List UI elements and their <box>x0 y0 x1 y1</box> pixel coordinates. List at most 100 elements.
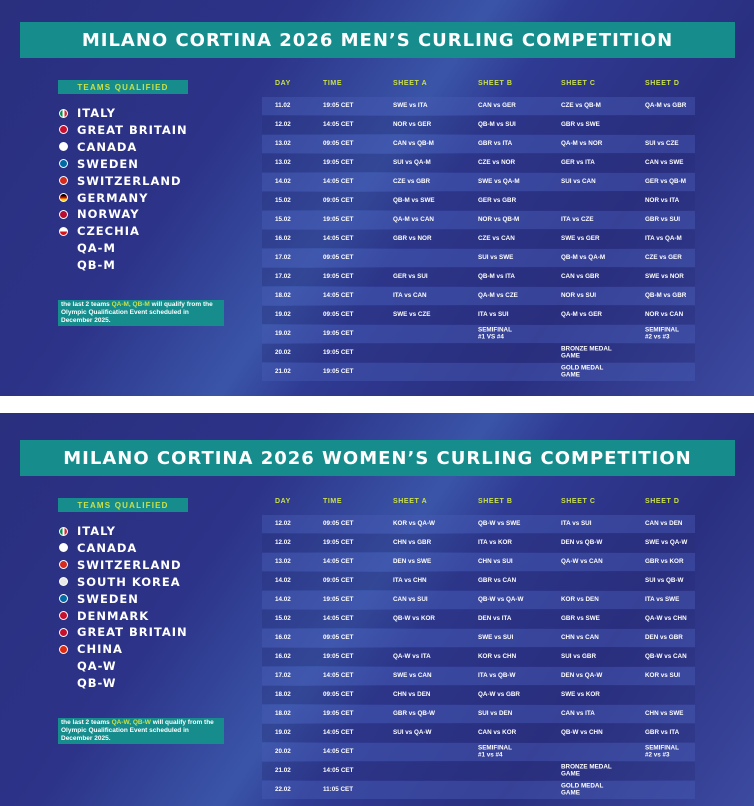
match: SEMIFINAL #1 VS #4 <box>478 326 512 340</box>
schedule-row: 16.02 14:05 CET GBR vs NOR CZE vs CAN SWE vs… <box>262 230 695 248</box>
match: CAN vs GER <box>478 101 516 109</box>
schedule-row: 14.02 19:05 CET CAN vs SUI QB-W vs QA-W KOR … <box>262 591 695 609</box>
match: CZE vs GER <box>645 253 682 261</box>
match: ITA vs QB-W <box>478 671 516 679</box>
time: 09:05 CET <box>323 196 354 204</box>
schedule-row: 19.02 14:05 CET SUI vs QA-W CAN vs KOR QB-W … <box>262 724 695 742</box>
time: 14:05 CET <box>323 234 354 242</box>
flag-icon <box>59 644 68 654</box>
day: 16.02 <box>275 652 291 660</box>
team-name: SWITZERLAND <box>77 173 182 188</box>
women-panel: MILANO CORTINA 2026 WOMEN’S CURLING COMP… <box>0 413 754 806</box>
day: 13.02 <box>275 557 291 565</box>
match: SWE vs ITA <box>393 101 428 109</box>
match: GBR vs QB-W <box>393 709 435 717</box>
match: QB-M vs ITA <box>478 272 515 280</box>
match: GBR vs KOR <box>645 557 684 565</box>
time: 19:05 CET <box>323 652 354 660</box>
team-name: QA-M <box>77 241 116 256</box>
match: KOR vs SUI <box>645 671 680 679</box>
match: GER vs ITA <box>561 158 595 166</box>
match: CHN vs SWE <box>645 709 684 717</box>
column-header: SHEET A <box>393 80 428 87</box>
match: CZE vs NOR <box>478 158 516 166</box>
time: 09:05 CET <box>323 576 354 584</box>
time: 09:05 CET <box>323 633 354 641</box>
time: 14:05 CET <box>323 614 354 622</box>
match: ITA vs SUI <box>561 519 592 527</box>
match: QA-M vs CZE <box>478 291 518 299</box>
time: 11:05 CET <box>323 785 354 793</box>
match: GER vs SUI <box>393 272 428 280</box>
match: SWE vs KOR <box>561 690 600 698</box>
flag-icon <box>59 125 68 135</box>
match: QA-M vs NOR <box>561 139 603 147</box>
match: DEN vs QA-W <box>561 671 603 679</box>
time: 09:05 CET <box>323 519 354 527</box>
column-header: SHEET C <box>561 80 596 87</box>
match: QA-W vs CHN <box>645 614 687 622</box>
team-name: ITALY <box>77 524 116 538</box>
column-header: SHEET B <box>478 498 513 505</box>
team-name: ITALY <box>77 106 116 120</box>
schedule-row: 21.02 14:05 CET BRONZE MEDAL GAME <box>262 762 695 780</box>
column-header: DAY <box>275 80 291 87</box>
schedule-row: 21.02 19:05 CET GOLD MEDAL GAME <box>262 363 695 381</box>
day: 18.02 <box>275 690 291 698</box>
day: 12.02 <box>275 519 291 527</box>
flag-icon <box>59 627 68 637</box>
time: 19:05 CET <box>323 367 354 375</box>
teams-label: TEAMS QUALIFIED <box>58 80 188 94</box>
flag-icon <box>59 543 68 553</box>
match: SEMIFINAL #2 vs #3 <box>645 744 679 758</box>
schedule-row: 20.02 19:05 CET BRONZE MEDAL GAME <box>262 344 695 362</box>
match: DEN vs GBR <box>645 633 683 641</box>
flag-icon <box>59 209 68 219</box>
schedule-row: 19.02 19:05 CET SEMIFINAL #1 VS #4 SEMIFINA… <box>262 325 695 343</box>
day: 12.02 <box>275 538 291 546</box>
match: ITA vs CHN <box>393 576 427 584</box>
time: 19:05 CET <box>323 158 354 166</box>
match: SUI vs DEN <box>478 709 513 717</box>
match: GBR vs CAN <box>478 576 517 584</box>
match: GER vs QB-M <box>645 177 686 185</box>
match: NOR vs ITA <box>645 196 680 204</box>
match: QA-M vs CAN <box>393 215 434 223</box>
match: ITA vs CAN <box>393 291 427 299</box>
time: 14:05 CET <box>323 177 354 185</box>
time: 09:05 CET <box>323 690 354 698</box>
time: 14:05 CET <box>323 766 354 774</box>
column-header: DAY <box>275 498 291 505</box>
title: MILANO CORTINA 2026 WOMEN’S CURLING COMP… <box>63 447 692 469</box>
match: SEMIFINAL #1 vs #4 <box>478 744 512 758</box>
day: 19.02 <box>275 329 291 337</box>
team-name: DENMARK <box>77 608 150 623</box>
match: DEN vs ITA <box>478 614 512 622</box>
schedule-row: 13.02 09:05 CET CAN vs QB-M GBR vs ITA QA-M … <box>262 135 695 153</box>
schedule-row: 22.02 11:05 CET GOLD MEDAL GAME <box>262 781 695 799</box>
match: SWE vs QA-W <box>645 538 688 546</box>
match: CHN vs DEN <box>393 690 431 698</box>
day: 20.02 <box>275 348 291 356</box>
schedule-row: 17.02 19:05 CET GER vs SUI QB-M vs ITA CAN v… <box>262 268 695 286</box>
team-name: SWITZERLAND <box>77 557 182 572</box>
schedule-row: 13.02 14:05 CET DEN vs SWE CHN vs SUI QA-W v… <box>262 553 695 571</box>
schedule-row: 20.02 14:05 CET SEMIFINAL #1 vs #4 SEMIFINA… <box>262 743 695 761</box>
time: 19:05 CET <box>323 215 354 223</box>
time: 09:05 CET <box>323 253 354 261</box>
schedule-row: 13.02 19:05 CET SUI vs QA-M CZE vs NOR GER v… <box>262 154 695 172</box>
match: ITA vs CZE <box>561 215 594 223</box>
team-name: CANADA <box>77 540 138 555</box>
match: CAN vs GBR <box>561 272 600 280</box>
match: SUI vs QA-W <box>393 728 432 736</box>
highlighted-teams: QA-W, QB-W <box>111 719 151 726</box>
match: QB-M vs SWE <box>393 196 435 204</box>
day: 15.02 <box>275 196 291 204</box>
day: 19.02 <box>275 728 291 736</box>
flag-icon <box>59 577 68 587</box>
note-text: will qualify from the Olympic Qualificat… <box>61 719 214 742</box>
match: GBR vs ITA <box>478 139 513 147</box>
match: CAN vs DEN <box>645 519 683 527</box>
schedule-row: 12.02 09:05 CET KOR vs QA-W QB-W vs SWE ITA … <box>262 515 695 533</box>
flag-icon <box>59 176 68 186</box>
